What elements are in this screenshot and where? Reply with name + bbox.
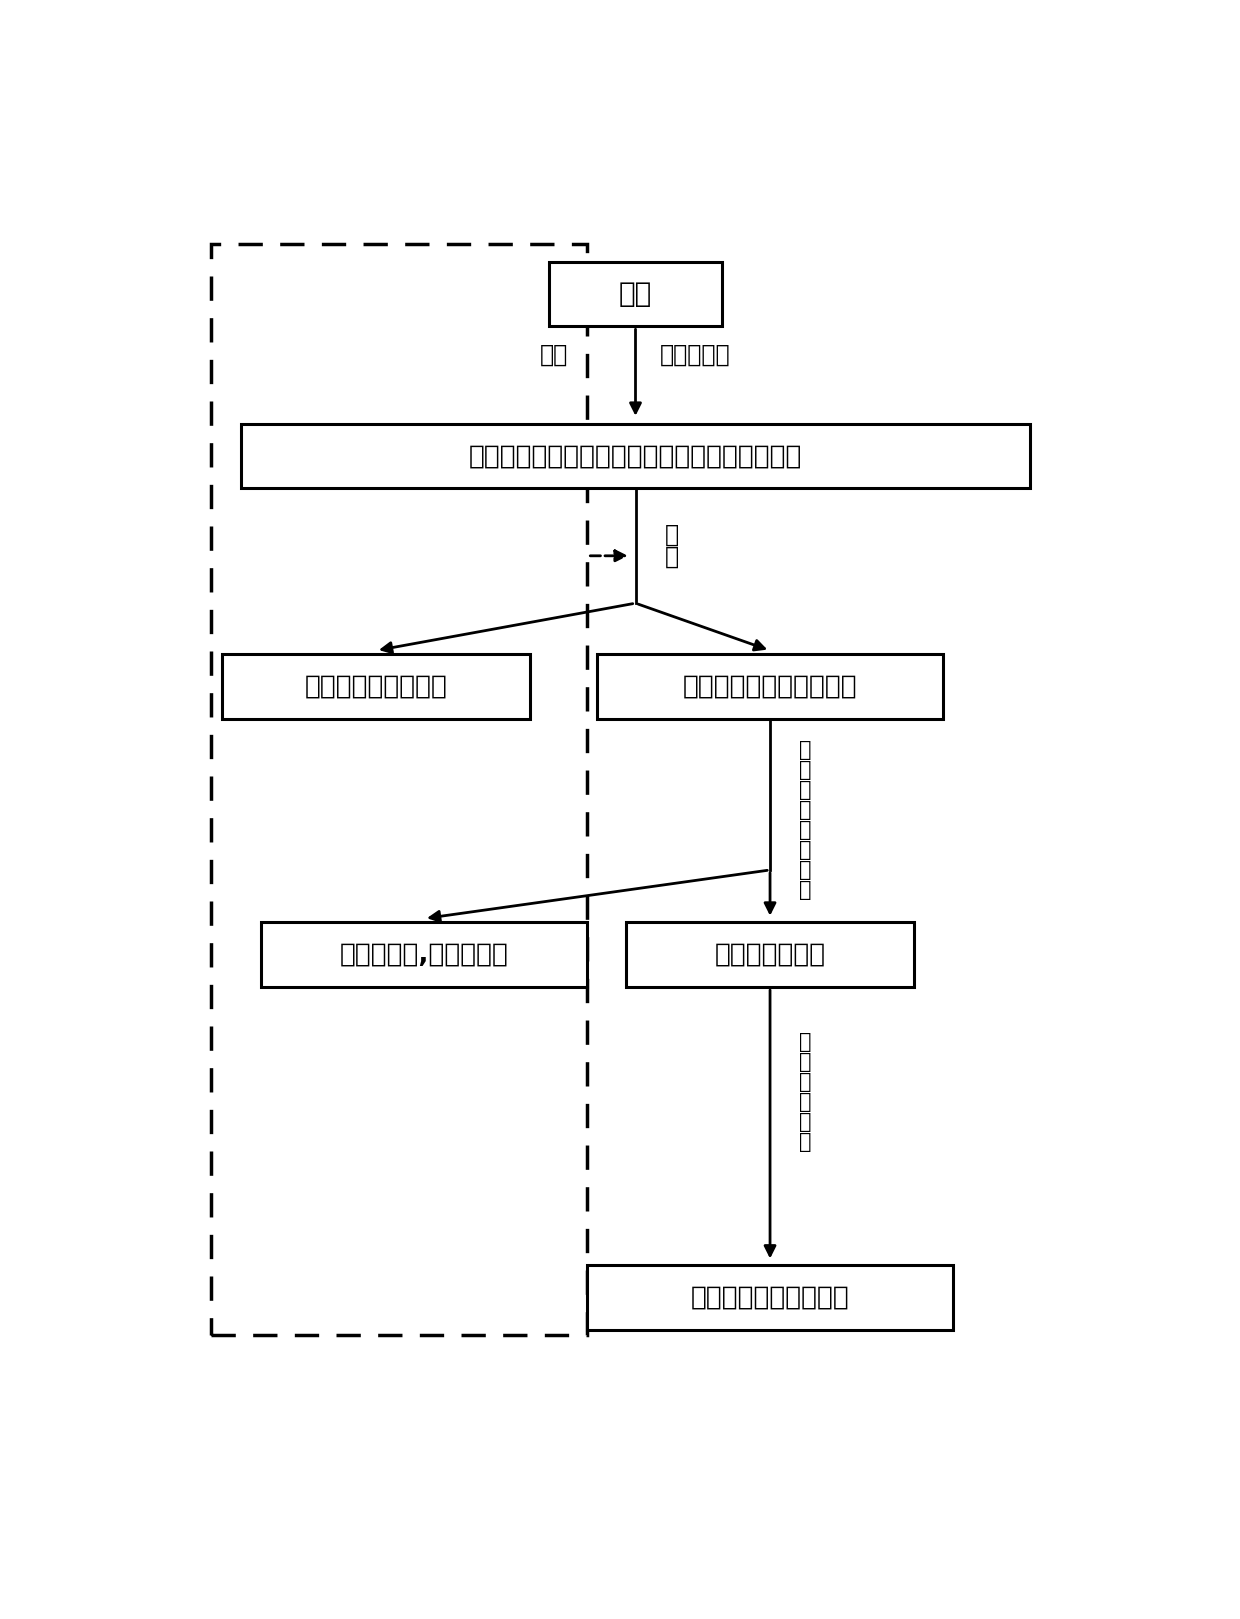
Text: 含镁离子浓度较低的溶液: 含镁离子浓度较低的溶液 [683,674,857,699]
Text: 太阳暴晒升温，加入氢氧化钠与碘化钠的混合液: 太阳暴晒升温，加入氢氧化钠与碘化钠的混合液 [469,444,802,470]
Text: 弃去不溶物: 弃去不溶物 [660,343,730,368]
Text: 过滤: 过滤 [539,343,568,368]
Bar [222,654,529,719]
Bar [596,654,942,719]
Text: 进入新一轮的循环生产: 进入新一轮的循环生产 [691,1284,849,1310]
Text: 镁离子浓度升高: 镁离子浓度升高 [714,942,826,968]
Text: 苦卤: 苦卤 [619,280,652,308]
Text: 碱式碘化镁晶须沉淀: 碱式碘化镁晶须沉淀 [305,674,448,699]
Text: 加
入
混
合
溶
液: 加 入 混 合 溶 液 [799,1031,811,1151]
Bar [588,1264,952,1329]
Bar [549,262,722,327]
Text: 析出氯化钠,氯化钾等盐: 析出氯化钠,氯化钾等盐 [340,942,508,968]
Text: 太
阳
暴
晒
蒸
发
浓
缩: 太 阳 暴 晒 蒸 发 浓 缩 [799,740,811,900]
Bar [626,923,914,988]
Text: 过
滤: 过 滤 [665,523,678,568]
Bar [242,424,1029,489]
Bar [211,244,588,1336]
Bar [260,923,588,988]
